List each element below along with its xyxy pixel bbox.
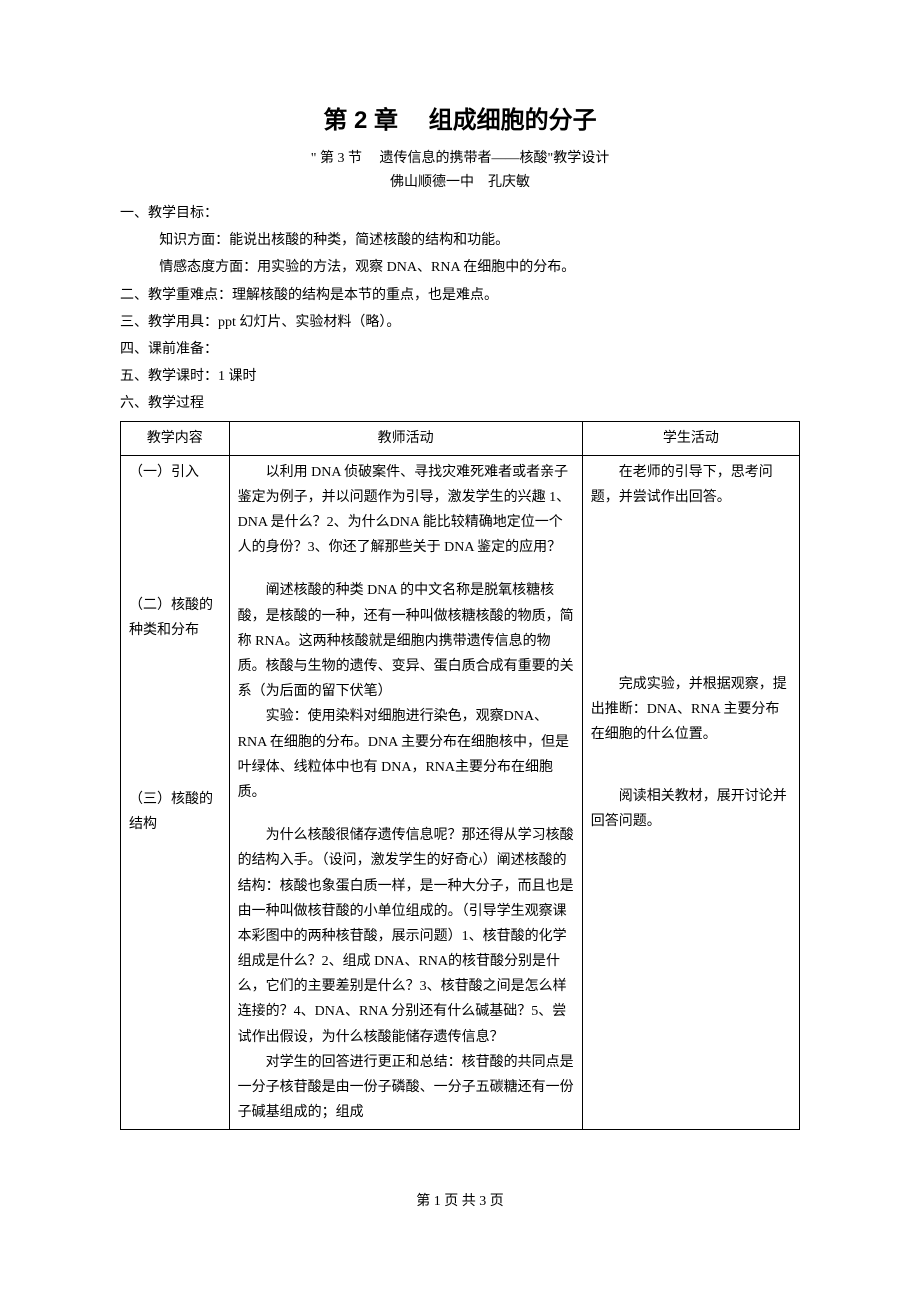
header-student: 学生活动: [582, 421, 799, 455]
row3-c1: （三）核酸的结构: [129, 787, 221, 837]
cell-content: （一）引入 （二）核酸的种类和分布 （三）核酸的结构: [121, 455, 230, 1130]
section-4: 四、课前准备：: [120, 337, 800, 362]
row1-c2: 以利用 DNA 侦破案件、寻找灾难死难者或者亲子鉴定为例子，并以问题作为引导，激…: [238, 460, 574, 561]
section-3: 三、教学用具：ppt 幻灯片、实验材料（略）。: [120, 310, 800, 335]
row1-c1: （一）引入: [129, 460, 221, 485]
section-6: 六、教学过程: [120, 391, 800, 416]
row2-c2b: 实验：使用染料对细胞进行染色，观察DNA、RNA 在细胞的分布。DNA 主要分布…: [238, 704, 574, 805]
section-5: 五、教学课时：1 课时: [120, 364, 800, 389]
cell-student: 在老师的引导下，思考问题，并尝试作出回答。 完成实验，并根据观察，提出推断：DN…: [582, 455, 799, 1130]
lesson-table: 教学内容 教师活动 学生活动 （一）引入 （二）核酸的种类和分布 （三）核酸的结…: [120, 421, 800, 1131]
section-1: 一、教学目标：: [120, 201, 800, 226]
table-header-row: 教学内容 教师活动 学生活动: [121, 421, 800, 455]
row3-c3: 阅读相关教材，展开讨论并回答问题。: [591, 784, 791, 834]
row3-c2a: 为什么核酸很储存遗传信息呢？那还得从学习核酸的结构入手。（设问，激发学生的好奇心…: [238, 823, 574, 1050]
header-teacher: 教师活动: [229, 421, 582, 455]
cell-teacher: 以利用 DNA 侦破案件、寻找灾难死难者或者亲子鉴定为例子，并以问题作为引导，激…: [229, 455, 582, 1130]
lesson-subtitle: " 第 3 节 遗传信息的携带者——核酸"教学设计: [120, 147, 800, 167]
section-1b: 情感态度方面：用实验的方法，观察 DNA、RNA 在细胞中的分布。: [120, 255, 800, 280]
page-footer: 第 1 页 共 3 页: [120, 1190, 800, 1210]
row2-c1: （二）核酸的种类和分布: [129, 593, 221, 643]
row2-c2a: 阐述核酸的种类 DNA 的中文名称是脱氧核糖核酸，是核酸的一种，还有一种叫做核糖…: [238, 578, 574, 704]
chapter-title: 第 2 章 组成细胞的分子: [120, 100, 800, 135]
row3-c2b: 对学生的回答进行更正和总结：核苷酸的共同点是一分子核苷酸是由一份子磷酸、一分子五…: [238, 1050, 574, 1126]
author-line: 佛山顺德一中 孔庆敏: [120, 171, 800, 191]
table-row: （一）引入 （二）核酸的种类和分布 （三）核酸的结构 以利用 DNA 侦破案件、…: [121, 455, 800, 1130]
header-content: 教学内容: [121, 421, 230, 455]
section-1a: 知识方面：能说出核酸的种类，简述核酸的结构和功能。: [120, 228, 800, 253]
row2-c3: 完成实验，并根据观察，提出推断：DNA、RNA 主要分布在细胞的什么位置。: [591, 672, 791, 748]
section-2: 二、教学重难点：理解核酸的结构是本节的重点，也是难点。: [120, 283, 800, 308]
row1-c3: 在老师的引导下，思考问题，并尝试作出回答。: [591, 460, 791, 510]
